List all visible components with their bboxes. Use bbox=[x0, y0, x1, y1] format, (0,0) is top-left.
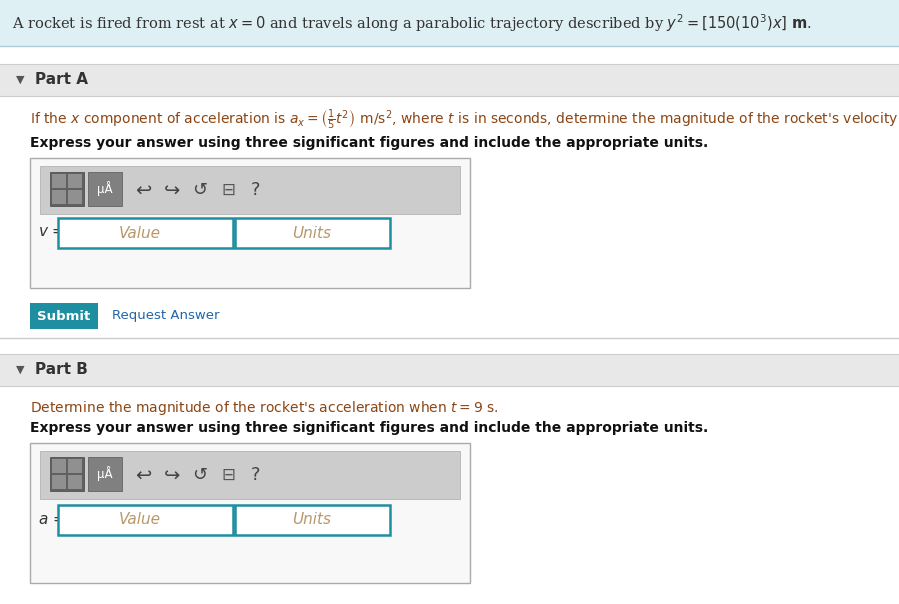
Text: Units: Units bbox=[292, 225, 332, 240]
Bar bbox=[0, 46, 899, 64]
Bar bbox=[0, 354, 899, 386]
Text: ?: ? bbox=[251, 181, 261, 199]
Bar bbox=[68, 174, 82, 188]
Text: ?: ? bbox=[251, 466, 261, 484]
Bar bbox=[88, 457, 122, 491]
Bar bbox=[68, 475, 82, 489]
Bar bbox=[52, 174, 66, 188]
Bar bbox=[0, 338, 899, 354]
Text: ▼: ▼ bbox=[16, 75, 24, 85]
Bar bbox=[68, 190, 82, 204]
Text: Determine the magnitude of the rocket's acceleration when $t = 9$ s.: Determine the magnitude of the rocket's … bbox=[30, 399, 498, 417]
Bar bbox=[235, 218, 390, 248]
Bar bbox=[52, 190, 66, 204]
Text: Units: Units bbox=[292, 513, 332, 527]
Text: Value: Value bbox=[119, 225, 161, 240]
Bar bbox=[88, 172, 122, 206]
Bar bbox=[235, 505, 390, 535]
Text: μÅ: μÅ bbox=[97, 182, 112, 196]
Text: ▼: ▼ bbox=[16, 365, 24, 375]
Text: Value: Value bbox=[119, 513, 161, 527]
Bar bbox=[40, 166, 460, 214]
Bar bbox=[0, 386, 899, 604]
Text: ⊟: ⊟ bbox=[221, 466, 235, 484]
Bar bbox=[50, 457, 84, 491]
Text: A rocket is fired from rest at $x = 0$ and travels along a parabolic trajectory : A rocket is fired from rest at $x = 0$ a… bbox=[12, 12, 812, 34]
Text: Request Answer: Request Answer bbox=[112, 309, 219, 323]
Bar bbox=[30, 158, 470, 288]
Bar bbox=[30, 303, 98, 329]
Text: ↪: ↪ bbox=[164, 466, 180, 484]
Bar bbox=[52, 459, 66, 473]
Bar bbox=[0, 0, 899, 46]
Text: Part A: Part A bbox=[35, 72, 88, 88]
Bar bbox=[50, 172, 84, 206]
Text: $a$ =: $a$ = bbox=[38, 512, 66, 527]
Text: If the $x$ component of acceleration is $a_x = \left(\frac{1}{5}t^2\right)\ \mat: If the $x$ component of acceleration is … bbox=[30, 108, 899, 132]
Text: ↺: ↺ bbox=[192, 466, 208, 484]
Bar bbox=[0, 64, 899, 96]
Text: Express your answer using three significant figures and include the appropriate : Express your answer using three signific… bbox=[30, 421, 708, 435]
Bar bbox=[40, 451, 460, 499]
Bar bbox=[52, 475, 66, 489]
Text: Express your answer using three significant figures and include the appropriate : Express your answer using three signific… bbox=[30, 136, 708, 150]
Bar bbox=[0, 96, 899, 351]
Text: ↪: ↪ bbox=[164, 181, 180, 199]
Text: Submit: Submit bbox=[38, 309, 91, 323]
Text: $v$ =: $v$ = bbox=[38, 225, 65, 240]
Text: ⊟: ⊟ bbox=[221, 181, 235, 199]
Bar bbox=[68, 459, 82, 473]
Text: ↩: ↩ bbox=[135, 181, 151, 199]
Text: μÅ: μÅ bbox=[97, 466, 112, 481]
Bar bbox=[30, 443, 470, 583]
Text: Part B: Part B bbox=[35, 362, 88, 378]
Text: ↺: ↺ bbox=[192, 181, 208, 199]
Bar bbox=[58, 505, 233, 535]
Text: ↩: ↩ bbox=[135, 466, 151, 484]
Bar bbox=[58, 218, 233, 248]
